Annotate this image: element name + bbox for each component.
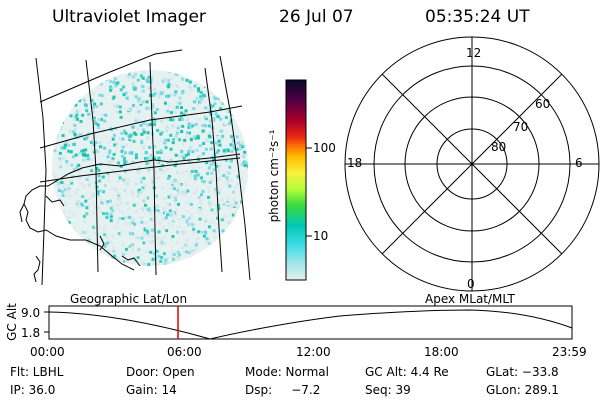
lat-label-60: 60 [535,97,551,111]
altitude-curve [48,309,573,340]
lat-label-80: 80 [491,140,507,154]
filter-value: Flt: LBHL [10,365,64,379]
geo-longitude-value: GLon: 289.1 [486,383,559,397]
geographic-grid [35,49,251,286]
timeline-left-label: Geographic Lat/Lon [70,292,188,306]
timeline-right-label: Apex MLat/MLT [425,292,515,306]
polar-plot [344,36,600,292]
geo-latitude-value: GLat: −33.8 [486,365,559,379]
coastline [19,153,241,283]
sequence-value: Seq: 39 [365,383,411,397]
colorbar-tick-10: 10 [313,229,329,243]
timeline-x-tick: 23:59 [552,345,587,359]
observation-date: 26 Jul 07 [279,7,354,27]
gc-altitude-value: GC Alt: 4.4 Re [365,365,449,379]
ip-value: IP: 36.0 [10,383,56,397]
timeline-x-tick: 12:00 [296,345,331,359]
timeline-x-tick: 18:00 [424,345,459,359]
timeline-plot [44,305,573,340]
gain-value: Gain: 14 [126,383,177,397]
mlt-label-18: 18 [347,156,363,170]
instrument-title: Ultraviolet Imager [52,7,206,27]
timeline-axis-label: GC Alt [5,303,19,341]
door-status: Door: Open [126,365,195,379]
colorbar-tick-100: 100 [313,141,336,155]
timeline-x-tick: 06:00 [167,345,202,359]
timeline-y-tick-bottom: 1.8 [21,326,41,340]
timeline-y-tick-top: 9.0 [21,306,41,320]
lat-label-70: 70 [513,120,529,134]
mlt-label-12: 12 [466,46,482,60]
mlt-label-0: 0 [467,277,475,291]
colorbar [285,79,312,281]
observation-time: 05:35:24 UT [425,7,530,27]
dsp-value: Dsp: −7.2 [245,383,321,397]
mode-value: Mode: Normal [245,365,329,379]
mlt-label-6: 6 [575,156,583,170]
timeline-x-tick: 00:00 [30,345,65,359]
colorbar-unit-label: photon cm⁻²s⁻¹ [267,129,281,223]
